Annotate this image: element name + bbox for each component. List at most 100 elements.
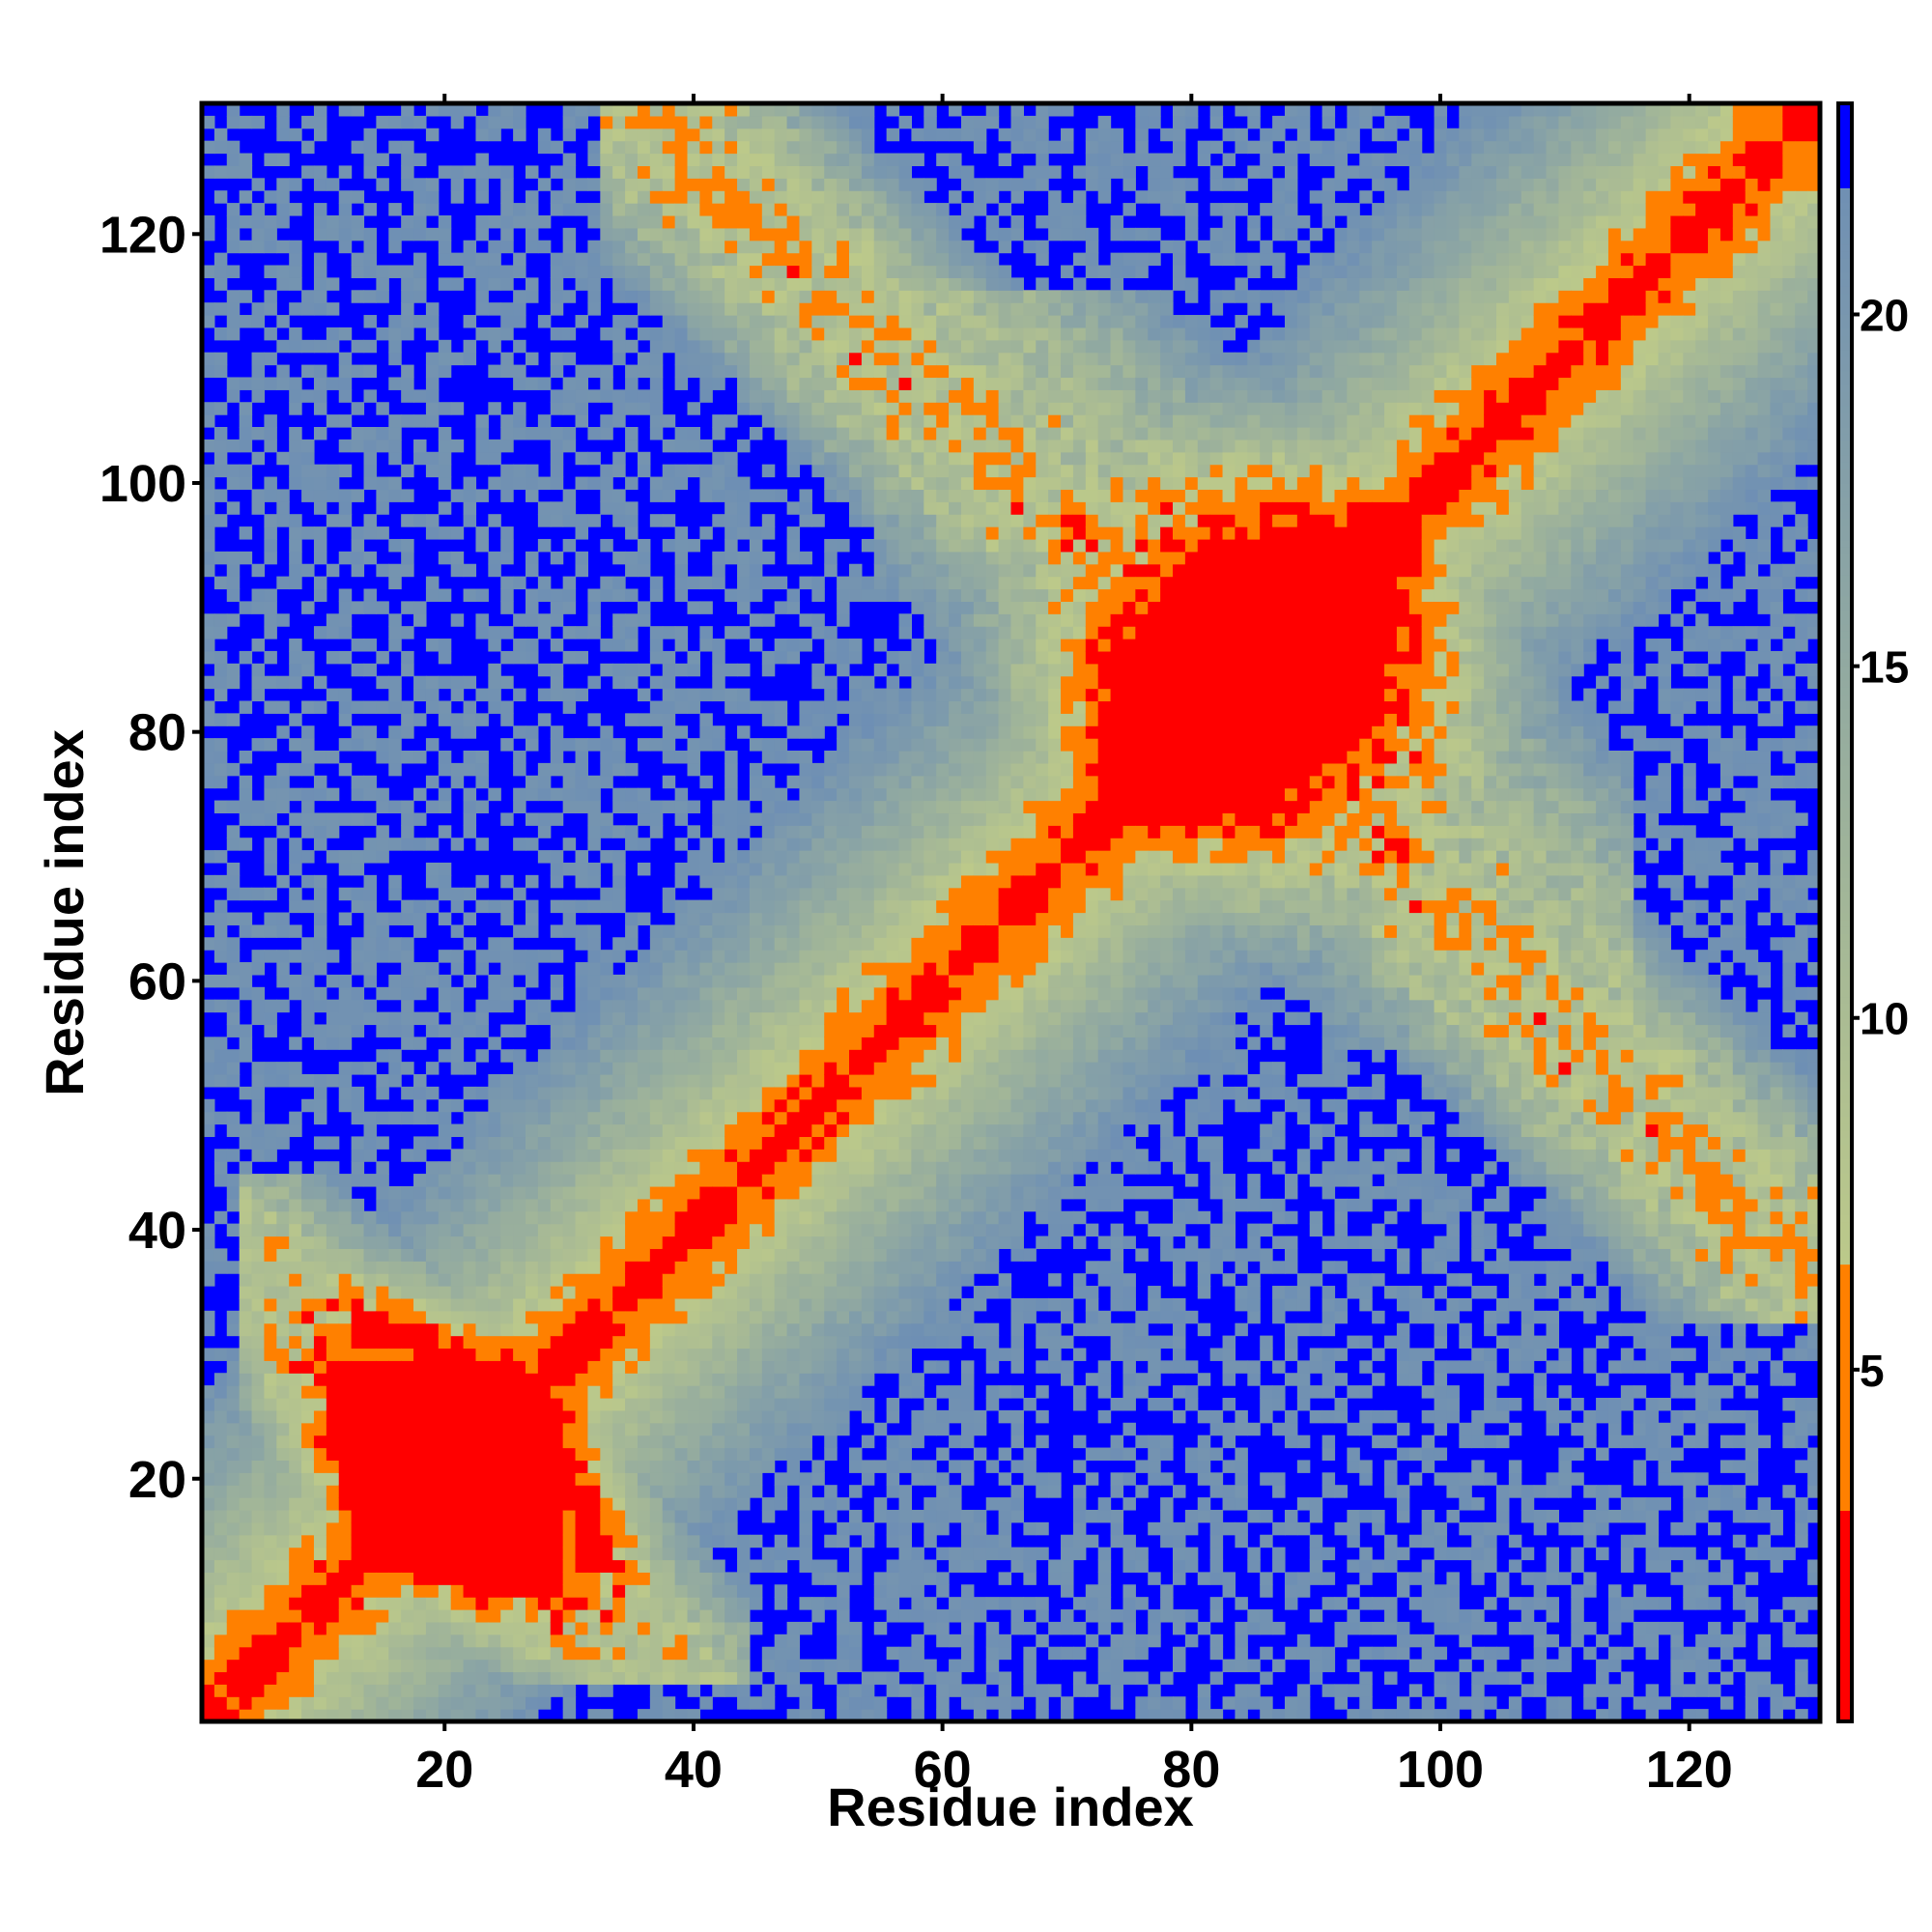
heatmap-cell — [550, 302, 564, 316]
heatmap-cell — [687, 912, 700, 925]
heatmap-cell — [226, 115, 241, 129]
heatmap-cell — [625, 1348, 639, 1361]
heatmap-cell — [811, 825, 825, 838]
heatmap-cell — [612, 1074, 626, 1088]
heatmap-cell — [401, 389, 414, 403]
heatmap-cell — [837, 601, 850, 614]
heatmap-cell — [786, 751, 801, 764]
heatmap-cell — [649, 1024, 664, 1037]
heatmap-cell — [264, 414, 277, 428]
heatmap-cell — [612, 1521, 626, 1536]
heatmap-cell — [513, 1310, 526, 1324]
heatmap-cell — [837, 1098, 850, 1113]
heatmap-cell — [575, 402, 589, 415]
heatmap-cell — [724, 887, 738, 901]
heatmap-cell — [202, 1062, 215, 1075]
heatmap-cell — [438, 1696, 452, 1710]
heatmap-cell — [625, 1236, 639, 1249]
heatmap-cell — [537, 1559, 552, 1573]
heatmap-cell — [737, 377, 751, 390]
heatmap-cell — [401, 937, 414, 951]
heatmap-cell — [849, 1273, 863, 1287]
heatmap-cell — [724, 128, 738, 142]
heatmap-cell — [562, 1037, 577, 1050]
heatmap-cell — [475, 613, 489, 627]
heatmap-cell — [425, 1236, 440, 1249]
heatmap-cell — [264, 1248, 277, 1262]
heatmap-cell — [213, 1472, 228, 1486]
heatmap-cell — [351, 1373, 365, 1386]
heatmap-cell — [786, 1248, 801, 1262]
heatmap-cell — [799, 1136, 812, 1150]
heatmap-cell — [338, 1348, 353, 1361]
heatmap-cell — [413, 1185, 427, 1200]
heatmap-cell — [513, 1149, 526, 1162]
heatmap-cell — [625, 1634, 639, 1648]
heatmap-cell — [674, 1011, 689, 1026]
heatmap-cell — [251, 1709, 266, 1722]
heatmap-cell — [438, 1273, 452, 1287]
heatmap-cell — [450, 1709, 465, 1722]
heatmap-cell — [226, 950, 241, 963]
heatmap-cell — [463, 1236, 477, 1249]
heatmap-cell — [649, 1348, 664, 1361]
heatmap-cell — [438, 999, 452, 1013]
heatmap-cell — [550, 1609, 564, 1623]
heatmap-cell — [575, 1236, 589, 1249]
heatmap-cell — [513, 1049, 526, 1063]
heatmap-cell — [513, 1297, 526, 1312]
heatmap-cell — [600, 1123, 613, 1138]
heatmap-cell — [724, 1398, 738, 1411]
heatmap-cell — [786, 838, 801, 851]
heatmap-cell — [363, 850, 377, 864]
heatmap-cell — [276, 1273, 290, 1287]
heatmap-cell — [488, 1409, 501, 1424]
heatmap-cell — [301, 1074, 315, 1088]
heatmap-cell — [537, 787, 552, 802]
heatmap-cell — [313, 214, 327, 229]
heatmap-cell — [774, 203, 788, 216]
heatmap-cell — [500, 1671, 514, 1685]
heatmap-cell — [202, 1447, 215, 1462]
heatmap-cell — [824, 551, 838, 565]
heatmap-cell — [313, 1621, 327, 1635]
heatmap-cell — [649, 812, 664, 826]
heatmap-cell — [799, 1709, 812, 1722]
heatmap-cell — [625, 103, 639, 117]
heatmap-cell — [674, 700, 689, 714]
heatmap-cell — [799, 1223, 812, 1237]
heatmap-cell — [301, 526, 315, 540]
heatmap-cell — [363, 364, 377, 379]
heatmap-cell — [600, 887, 613, 901]
heatmap-cell — [749, 103, 763, 117]
heatmap-cell — [737, 1385, 751, 1399]
heatmap-cell — [313, 1322, 327, 1337]
heatmap-cell — [811, 1572, 825, 1585]
heatmap-cell — [351, 1460, 365, 1473]
heatmap-cell — [749, 1435, 763, 1449]
heatmap-cell — [425, 1261, 440, 1274]
heatmap-cell — [301, 1409, 315, 1424]
heatmap-cell — [550, 1509, 564, 1523]
heatmap-cell — [376, 1435, 389, 1449]
heatmap-cell — [600, 1310, 613, 1324]
heatmap-cell — [737, 1223, 751, 1237]
heatmap-cell — [612, 576, 626, 590]
heatmap-cell — [637, 1509, 651, 1523]
heatmap-cell — [338, 999, 353, 1013]
heatmap-cell — [587, 775, 601, 789]
heatmap-cell — [388, 626, 402, 639]
heatmap-cell — [799, 402, 812, 415]
heatmap-cell — [251, 427, 266, 440]
heatmap-cell — [526, 787, 539, 802]
heatmap-cell — [289, 377, 302, 390]
heatmap-cell — [612, 240, 626, 254]
heatmap-cell — [612, 1198, 626, 1212]
heatmap-cell — [401, 514, 414, 527]
heatmap-cell — [811, 787, 825, 802]
heatmap-cell — [699, 1111, 713, 1125]
heatmap-cell — [649, 265, 664, 278]
heatmap-cell — [849, 1011, 863, 1026]
heatmap-cell — [674, 214, 689, 229]
heatmap-cell — [811, 1297, 825, 1312]
